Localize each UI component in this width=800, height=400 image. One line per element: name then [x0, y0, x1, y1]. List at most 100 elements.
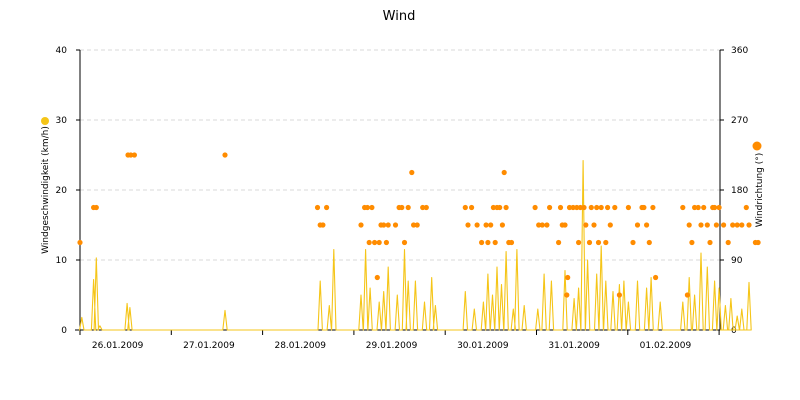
- wind-direction-point: [374, 274, 380, 281]
- wind-speed-line: [79, 160, 752, 331]
- wind-direction-point: [616, 292, 623, 298]
- right-axis-ticks: 0 90 180 270 360: [720, 46, 748, 336]
- wind-direction-point: [401, 239, 408, 246]
- wind-direction-point: [557, 204, 564, 211]
- wind-direction-point: [641, 204, 647, 211]
- wind-direction-point: [630, 239, 636, 246]
- wind-direction-point: [725, 239, 731, 246]
- wind-direction-point: [414, 222, 420, 228]
- wind-direction-point: [469, 204, 475, 211]
- wind-direction-point: [565, 274, 571, 281]
- wind-direction-point: [392, 222, 399, 228]
- x-tick-label: 30.01.2009: [457, 341, 509, 351]
- y-right-tick-label: 270: [731, 116, 748, 126]
- y-right-tick-label: 360: [731, 46, 748, 56]
- wind-direction-point: [483, 222, 489, 228]
- wind-direction-point: [383, 239, 389, 246]
- wind-direction-point: [746, 222, 752, 228]
- wind-direction-point: [556, 239, 562, 246]
- wind-direction-point: [131, 152, 137, 158]
- wind-direction-point: [577, 204, 584, 211]
- wind-direction-point: [591, 222, 597, 228]
- wind-direction-point: [646, 239, 652, 246]
- x-tick-label: 28.01.2009: [274, 341, 326, 351]
- chart-title: Wind: [383, 9, 416, 24]
- wind-direction-point: [366, 239, 372, 246]
- wind-direction-point: [574, 204, 580, 211]
- x-tick-label: 01.02.2009: [640, 341, 692, 351]
- wind-direction-point: [420, 204, 426, 211]
- wind-direction-point: [544, 222, 550, 228]
- wind-direction-point: [479, 239, 485, 246]
- wind-direction-series: [77, 152, 761, 298]
- wind-direction-point: [605, 204, 611, 211]
- wind-direction-point: [581, 204, 587, 211]
- wind-direction-point: [701, 204, 707, 211]
- wind-direction-point: [689, 239, 695, 246]
- wind-direction-point: [324, 204, 330, 211]
- wind-direction-point: [490, 204, 496, 211]
- wind-direction-point: [653, 274, 659, 281]
- y-right-tick-label: 90: [731, 256, 743, 266]
- wind-direction-point: [695, 204, 701, 211]
- wind-direction-point: [588, 204, 594, 211]
- y-left-tick-label: 40: [56, 46, 68, 56]
- wind-direction-point: [499, 222, 505, 228]
- wind-direction-point: [503, 204, 509, 211]
- wind-direction-point: [532, 204, 538, 211]
- wind-direction-point: [739, 222, 745, 228]
- wind-direction-point: [713, 222, 720, 228]
- wind-direction-point: [594, 204, 600, 211]
- wind-direction-point: [734, 222, 740, 228]
- x-tick-label: 27.01.2009: [183, 341, 235, 351]
- wind-direction-point: [612, 204, 618, 211]
- wind-direction-point: [721, 222, 727, 228]
- y-left-tick-label: 30: [56, 116, 68, 126]
- grid-lines: [80, 49, 720, 261]
- wind-speed-legend-dot: [41, 117, 49, 125]
- wind-direction-point: [564, 292, 570, 298]
- wind-direction-point: [684, 292, 691, 298]
- wind-direction-point: [409, 169, 415, 176]
- wind-direction-point: [607, 222, 613, 228]
- x-tick-label: 26.01.2009: [92, 341, 144, 351]
- wind-direction-point: [399, 204, 405, 211]
- wind-direction-point: [485, 239, 491, 246]
- y-right-axis-title: Windrichtung (°): [755, 153, 765, 228]
- wind-direction-point: [372, 239, 378, 246]
- wind-direction-point: [743, 204, 749, 211]
- wind-direction-point: [411, 222, 417, 228]
- wind-direction-point: [603, 239, 609, 246]
- wind-direction-point: [536, 222, 542, 228]
- wind-direction-point: [222, 152, 228, 158]
- wind-direction-point: [423, 204, 429, 211]
- wind-direction-point: [704, 222, 710, 228]
- wind-direction-point: [93, 204, 99, 211]
- wind-direction-point: [586, 239, 593, 246]
- wind-direction-point: [716, 204, 722, 211]
- wind-direction-point: [462, 204, 468, 211]
- wind-direction-point: [488, 222, 494, 228]
- wind-direction-point: [686, 222, 692, 228]
- wind-direction-point: [692, 204, 698, 211]
- wind-direction-point: [707, 239, 713, 246]
- x-axis-ticks: 26.01.2009 27.01.2009 28.01.2009 29.01.2009…: [79, 330, 720, 351]
- wind-direction-point: [381, 222, 387, 228]
- wind-direction-point: [680, 204, 686, 211]
- y-left-tick-label: 20: [56, 186, 68, 196]
- wind-direction-point: [358, 222, 364, 228]
- wind-direction-legend-dot: [752, 141, 762, 151]
- y-left-axis-title: Windgeschwindigkeit (km/h): [41, 126, 51, 254]
- wind-direction-point: [598, 204, 604, 211]
- wind-direction-point: [698, 222, 704, 228]
- x-tick-label: 29.01.2009: [366, 341, 418, 351]
- wind-direction-point: [650, 204, 656, 211]
- y-left-tick-label: 0: [61, 326, 67, 336]
- wind-direction-point: [576, 239, 582, 246]
- wind-direction-point: [583, 222, 589, 228]
- wind-direction-point: [539, 222, 545, 228]
- wind-direction-point: [730, 222, 736, 228]
- wind-direction-point: [712, 204, 718, 211]
- wind-direction-point: [128, 152, 134, 158]
